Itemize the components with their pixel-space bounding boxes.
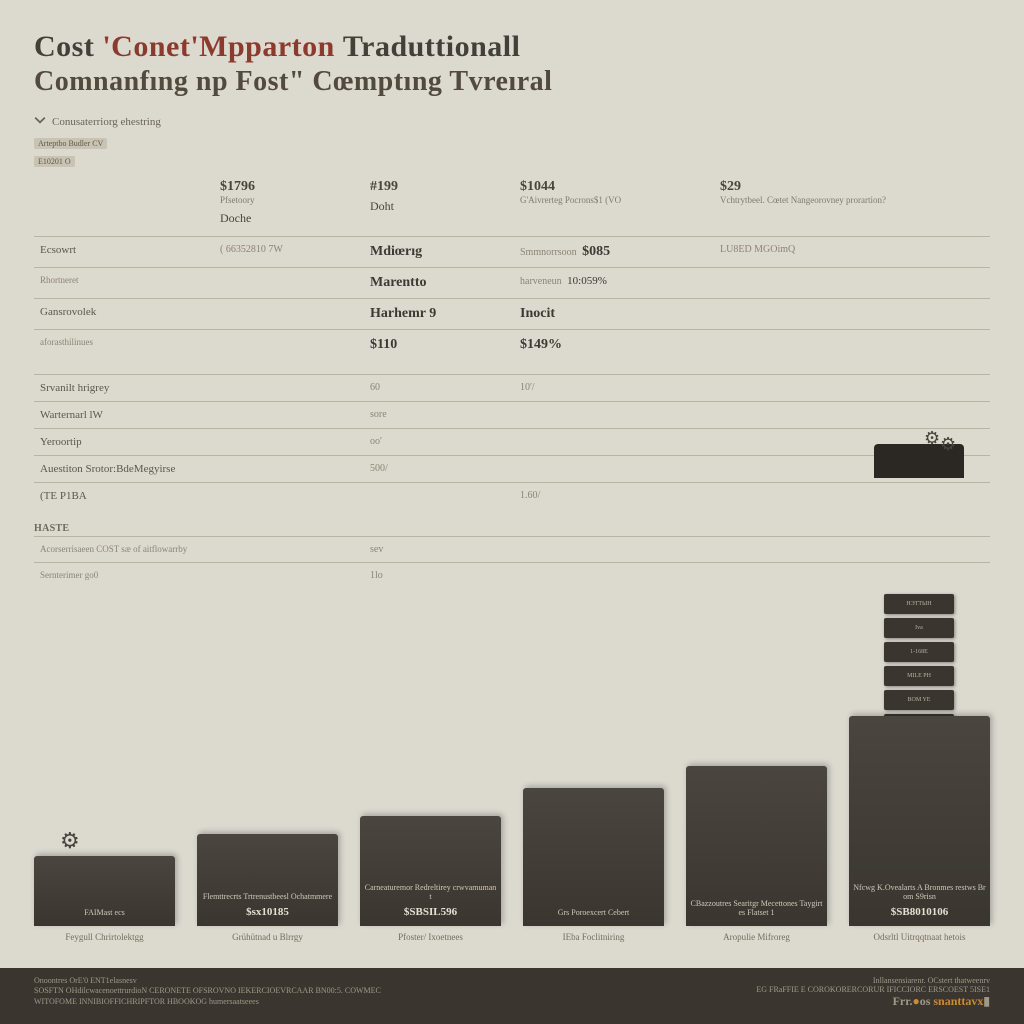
tower-graphic: НЭТТЫНIva1-168EMILE PHBOM YECOPIJ MЫK ⚙ … (864, 474, 974, 734)
badge: Arteptbo Budler CV (34, 138, 107, 149)
table-row: Acorserrisaeen COST sæ of aitflowarrbyse… (34, 536, 990, 562)
table-row: Auestiton Srotor:BdeMegyirse500/ (34, 455, 990, 482)
bar: Carneaturemor Redreltirey crwvamumant$SB… (360, 816, 501, 954)
bar: FAIMast ecsFeygull Chrirtolektgg (34, 856, 175, 954)
table-row: aforasthilinues $110 $149% (34, 329, 990, 360)
bar-chart: FAIMast ecsFeygull ChrirtolektggFlemttre… (34, 734, 990, 954)
footer: Onoontres OrE'0 ENT1elasnesv SOSFTN OHdi… (0, 968, 1024, 1024)
badge: E10201 O (34, 156, 75, 167)
collapse-toggle[interactable]: Conusaterriorg ehestring (34, 114, 990, 129)
brand-logo: Frr.●os snanttavx▮ (756, 994, 990, 1009)
chevron-down-icon (34, 114, 46, 129)
table-row: Gansrovolek Harhemr 9 Inocit (34, 298, 990, 329)
bar: CBazzoutres Searitgr Mecettones Taygirte… (686, 766, 827, 954)
title-line-2: Comnanfıng np Fost" Cœmptıng Tvreıral (34, 66, 990, 98)
table-row: Sernterimer go01lo (34, 562, 990, 588)
bar: Grs Poroexcert CebertIEba Foclitniring (523, 788, 664, 954)
bar: Nfcwg K.Ovealarts A Bronmes restws Brom … (849, 716, 990, 954)
table-row: Yeroortipoo' (34, 428, 990, 455)
cost-table: Ecsowrt ( 66352810 7W Mdiœrıg Smmnorrsoo… (34, 236, 990, 588)
section-head: HASTE (34, 523, 990, 534)
header-row: $1796PfsetooryDoche #199Doht $1044G'Aivr… (34, 175, 990, 230)
bar: Flemttrecrts Trtrenustbeesl Ochatmmere$s… (197, 834, 338, 954)
gear-icon: ⚙ (60, 828, 80, 854)
table-row: Warternarl lWsore (34, 401, 990, 428)
table-row: Ecsowrt ( 66352810 7W Mdiœrıg Smmnorrsoo… (34, 236, 990, 267)
gear-icon: ⚙ (940, 434, 956, 455)
title-line-1: Cost 'Conet'Mpparton Traduttionall (34, 30, 990, 64)
gear-icon: ⚙ (924, 428, 940, 449)
table-row: Rhortneret Marentto harveneun 10:059% (34, 267, 990, 298)
table-row: Srvanilt hrigrey6010'/ (34, 374, 990, 401)
table-row: (TE P1BA1.60/ (34, 482, 990, 509)
